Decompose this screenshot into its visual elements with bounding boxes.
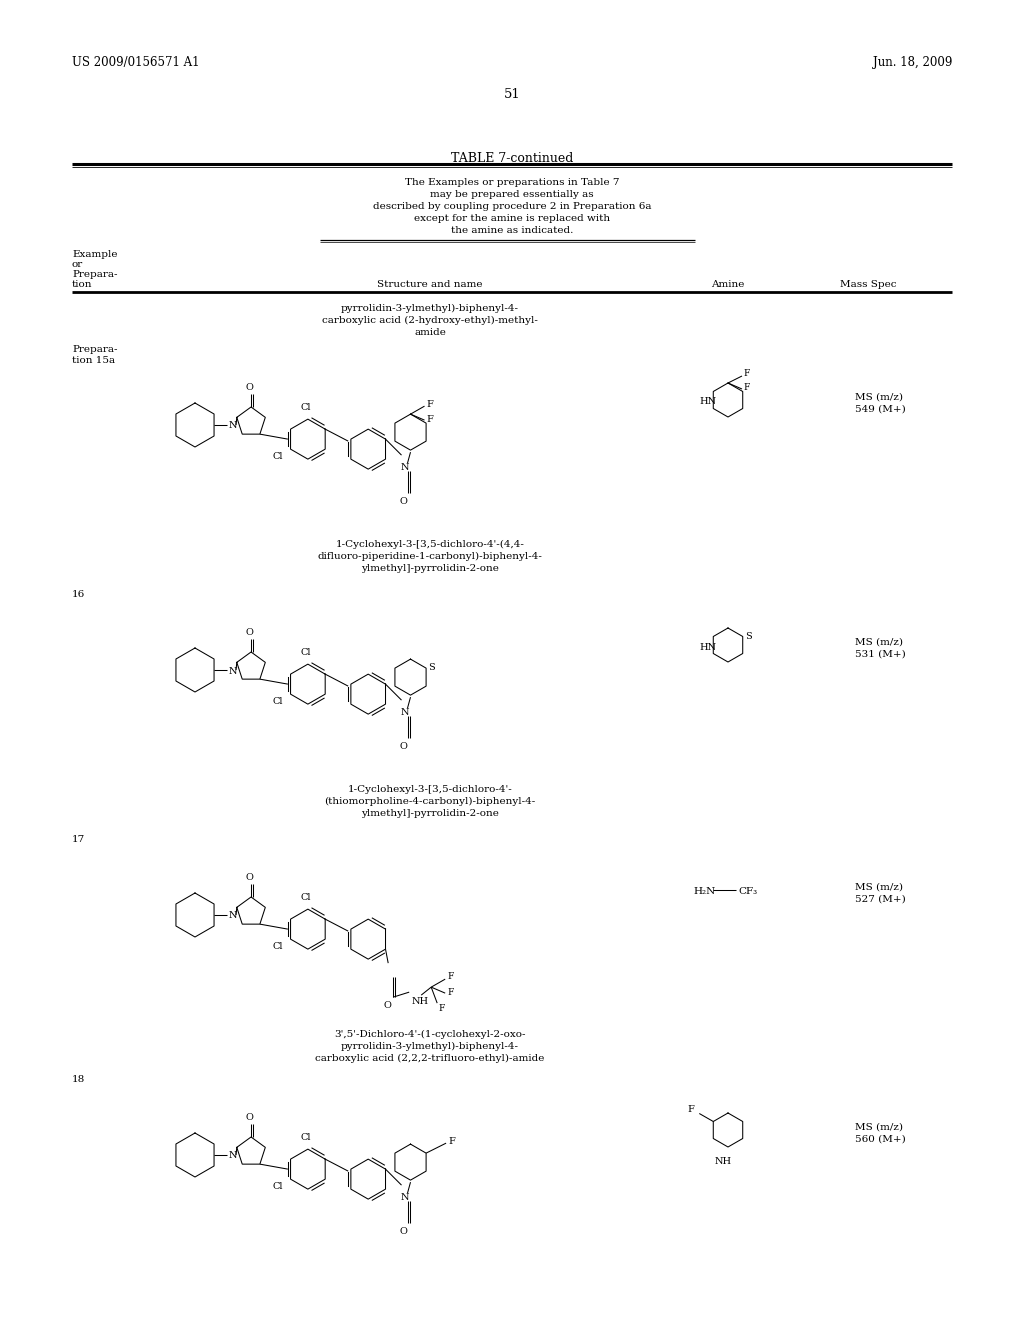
Text: N: N bbox=[400, 1193, 409, 1201]
Text: Mass Spec: Mass Spec bbox=[840, 280, 896, 289]
Text: the amine as indicated.: the amine as indicated. bbox=[451, 226, 573, 235]
Text: F: F bbox=[438, 1005, 444, 1014]
Text: Cl: Cl bbox=[301, 648, 311, 657]
Text: O: O bbox=[245, 383, 253, 392]
Text: Prepara-: Prepara- bbox=[72, 345, 118, 354]
Text: difluoro-piperidine-1-carbonyl)-biphenyl-4-: difluoro-piperidine-1-carbonyl)-biphenyl… bbox=[317, 552, 543, 561]
Text: S: S bbox=[744, 632, 752, 642]
Text: N: N bbox=[229, 912, 238, 920]
Text: Jun. 18, 2009: Jun. 18, 2009 bbox=[872, 55, 952, 69]
Text: MS (m/z): MS (m/z) bbox=[855, 393, 903, 403]
Text: tion 15a: tion 15a bbox=[72, 356, 115, 366]
Text: O: O bbox=[383, 1001, 391, 1010]
Text: 3',5'-Dichloro-4'-(1-cyclohexyl-2-oxo-: 3',5'-Dichloro-4'-(1-cyclohexyl-2-oxo- bbox=[334, 1030, 525, 1039]
Text: Structure and name: Structure and name bbox=[377, 280, 482, 289]
Text: N: N bbox=[400, 708, 409, 717]
Text: O: O bbox=[399, 498, 408, 506]
Text: pyrrolidin-3-ylmethyl)-biphenyl-4-: pyrrolidin-3-ylmethyl)-biphenyl-4- bbox=[341, 304, 519, 313]
Text: MS (m/z): MS (m/z) bbox=[855, 883, 903, 892]
Text: (thiomorpholine-4-carbonyl)-biphenyl-4-: (thiomorpholine-4-carbonyl)-biphenyl-4- bbox=[325, 797, 536, 807]
Text: 18: 18 bbox=[72, 1074, 85, 1084]
Text: carboxylic acid (2,2,2-trifluoro-ethyl)-amide: carboxylic acid (2,2,2-trifluoro-ethyl)-… bbox=[315, 1053, 545, 1063]
Text: N: N bbox=[229, 421, 238, 430]
Text: F: F bbox=[743, 384, 750, 392]
Text: Cl: Cl bbox=[272, 453, 283, 461]
Text: F: F bbox=[743, 368, 750, 378]
Text: Cl: Cl bbox=[272, 1183, 283, 1191]
Text: HN: HN bbox=[699, 397, 716, 407]
Text: HN: HN bbox=[699, 643, 716, 652]
Text: O: O bbox=[399, 1228, 408, 1236]
Text: N: N bbox=[229, 1151, 238, 1160]
Text: Prepara-: Prepara- bbox=[72, 271, 118, 279]
Text: ylmethyl]-pyrrolidin-2-one: ylmethyl]-pyrrolidin-2-one bbox=[361, 564, 499, 573]
Text: NH: NH bbox=[715, 1158, 731, 1166]
Text: amide: amide bbox=[414, 327, 445, 337]
Text: 1-Cyclohexyl-3-[3,5-dichloro-4'-: 1-Cyclohexyl-3-[3,5-dichloro-4'- bbox=[347, 785, 512, 795]
Text: 549 (M+): 549 (M+) bbox=[855, 405, 906, 414]
Text: MS (m/z): MS (m/z) bbox=[855, 1123, 903, 1133]
Text: Cl: Cl bbox=[301, 403, 311, 412]
Text: NH: NH bbox=[412, 997, 428, 1006]
Text: O: O bbox=[245, 873, 253, 882]
Text: carboxylic acid (2-hydroxy-ethyl)-methyl-: carboxylic acid (2-hydroxy-ethyl)-methyl… bbox=[323, 315, 538, 325]
Text: pyrrolidin-3-ylmethyl)-biphenyl-4-: pyrrolidin-3-ylmethyl)-biphenyl-4- bbox=[341, 1041, 519, 1051]
Text: N: N bbox=[229, 667, 238, 676]
Text: N: N bbox=[400, 462, 409, 471]
Text: described by coupling procedure 2 in Preparation 6a: described by coupling procedure 2 in Pre… bbox=[373, 202, 651, 211]
Text: O: O bbox=[245, 628, 253, 638]
Text: F: F bbox=[687, 1105, 694, 1114]
Text: 16: 16 bbox=[72, 590, 85, 599]
Text: F: F bbox=[447, 987, 454, 997]
Text: or: or bbox=[72, 260, 83, 269]
Text: O: O bbox=[245, 1113, 253, 1122]
Text: The Examples or preparations in Table 7: The Examples or preparations in Table 7 bbox=[404, 178, 620, 187]
Text: F: F bbox=[427, 414, 433, 424]
Text: 1-Cyclohexyl-3-[3,5-dichloro-4'-(4,4-: 1-Cyclohexyl-3-[3,5-dichloro-4'-(4,4- bbox=[336, 540, 524, 549]
Text: US 2009/0156571 A1: US 2009/0156571 A1 bbox=[72, 55, 200, 69]
Text: Amine: Amine bbox=[712, 280, 744, 289]
Text: 531 (M+): 531 (M+) bbox=[855, 649, 906, 659]
Text: 51: 51 bbox=[504, 88, 520, 102]
Text: CF₃: CF₃ bbox=[738, 887, 757, 896]
Text: TABLE 7-continued: TABLE 7-continued bbox=[451, 152, 573, 165]
Text: may be prepared essentially as: may be prepared essentially as bbox=[430, 190, 594, 199]
Text: Example: Example bbox=[72, 249, 118, 259]
Text: O: O bbox=[399, 742, 408, 751]
Text: Cl: Cl bbox=[272, 697, 283, 706]
Text: Cl: Cl bbox=[301, 894, 311, 902]
Text: F: F bbox=[449, 1137, 455, 1146]
Text: MS (m/z): MS (m/z) bbox=[855, 638, 903, 647]
Text: F: F bbox=[447, 972, 454, 981]
Text: Cl: Cl bbox=[301, 1133, 311, 1142]
Text: ylmethyl]-pyrrolidin-2-one: ylmethyl]-pyrrolidin-2-one bbox=[361, 809, 499, 818]
Text: 527 (M+): 527 (M+) bbox=[855, 895, 906, 904]
Text: except for the amine is replaced with: except for the amine is replaced with bbox=[414, 214, 610, 223]
Text: S: S bbox=[428, 663, 435, 672]
Text: 560 (M+): 560 (M+) bbox=[855, 1135, 906, 1144]
Text: Cl: Cl bbox=[272, 942, 283, 952]
Text: H₂N: H₂N bbox=[693, 887, 715, 896]
Text: F: F bbox=[427, 400, 433, 409]
Text: 17: 17 bbox=[72, 836, 85, 843]
Text: tion: tion bbox=[72, 280, 92, 289]
